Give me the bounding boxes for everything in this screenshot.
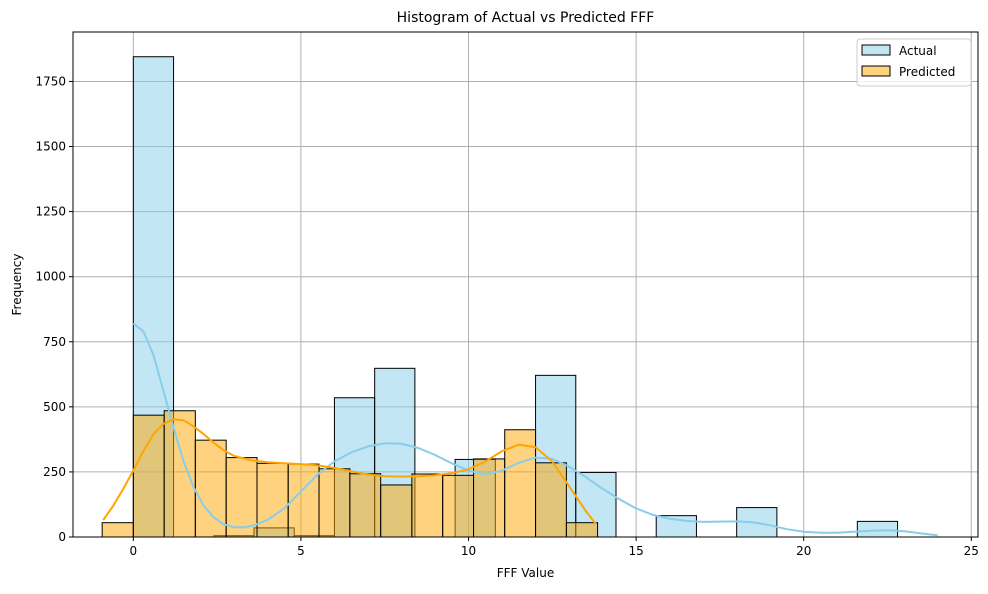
kde-curves [102, 322, 938, 537]
bar-predicted [318, 468, 351, 538]
x-tick-label: 5 [297, 544, 305, 558]
bar-predicted [565, 522, 599, 538]
x-tick-label: 10 [461, 544, 476, 558]
bar-predicted [411, 473, 444, 538]
y-tick-label: 1500 [35, 140, 66, 154]
y-tick-label: 1000 [35, 270, 66, 284]
bar-predicted [442, 474, 475, 538]
kde-line-predicted [102, 418, 597, 525]
x-tick-label: 20 [796, 544, 811, 558]
y-tick-label: 750 [43, 335, 66, 349]
legend-swatch-predicted [861, 65, 891, 77]
grid-layer [73, 32, 978, 538]
y-tick-label: 500 [43, 400, 66, 414]
bar-predicted [132, 414, 165, 538]
y-axis-ticks: 0 250 500 750 1000 1250 1500 1750 [35, 74, 73, 544]
y-axis-label: Frequency [10, 254, 24, 316]
plot-frame [72, 31, 979, 538]
x-tick-label: 15 [628, 544, 643, 558]
y-tick-label: 0 [58, 530, 66, 544]
legend-label-predicted: Predicted [899, 65, 955, 79]
chart-title: Histogram of Actual vs Predicted FFF [397, 10, 655, 26]
bar-predicted [225, 457, 258, 538]
legend-label-actual: Actual [899, 44, 937, 58]
predicted-bars [101, 410, 599, 538]
y-tick-label: 1250 [35, 205, 66, 219]
bar-predicted [380, 484, 413, 538]
legend-swatch-actual [861, 44, 891, 56]
y-tick-label: 1750 [35, 74, 66, 88]
bar-predicted [101, 522, 134, 538]
bar-predicted [256, 462, 289, 538]
x-tick-label: 25 [964, 544, 979, 558]
bar-predicted [349, 473, 382, 538]
kde-line-actual [132, 322, 938, 537]
x-tick-label: 0 [130, 544, 138, 558]
x-axis-ticks: 0 5 10 15 20 25 [130, 537, 979, 558]
x-axis-label: FFF Value [497, 566, 554, 580]
bar-predicted [163, 410, 196, 538]
bar-actual [856, 520, 899, 538]
legend: Actual Predicted [856, 38, 972, 87]
y-tick-label: 250 [43, 465, 66, 479]
